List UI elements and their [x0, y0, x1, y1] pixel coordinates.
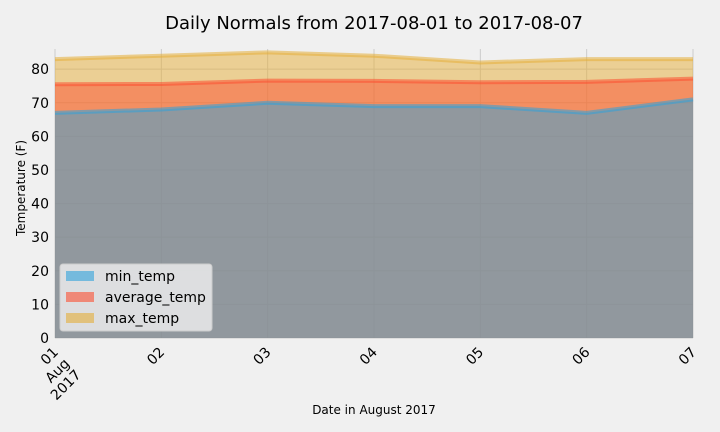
legend-label-average_temp: average_temp [105, 290, 206, 306]
y-tick-label: 0 [40, 331, 49, 347]
legend-swatch-average_temp [66, 292, 94, 302]
y-tick-label: 40 [31, 197, 49, 213]
line-min_temp [54, 97, 694, 115]
legend-swatch-min_temp [66, 271, 94, 281]
y-tick-label: 30 [31, 230, 49, 246]
y-axis-label: Temperature (F) [14, 140, 28, 237]
y-tick-label: 10 [31, 297, 49, 313]
chart-title: Daily Normals from 2017-08-01 to 2017-08… [165, 13, 583, 34]
y-tick-label: 80 [31, 62, 49, 78]
y-tick-label: 20 [31, 264, 49, 280]
legend-label-min_temp: min_temp [105, 269, 175, 285]
x-axis-label: Date in August 2017 [312, 403, 436, 417]
area-series [55, 52, 693, 339]
legend: min_temp average_temp max_temp [59, 263, 213, 332]
line-average_temp [54, 76, 694, 87]
y-axis-ticks: 0 10 20 30 40 50 60 70 80 [31, 62, 49, 347]
legend-label-max_temp: max_temp [105, 311, 179, 327]
y-tick-label: 50 [31, 163, 49, 179]
y-tick-label: 60 [31, 129, 49, 145]
legend-box [59, 263, 213, 332]
legend-swatch-max_temp [66, 313, 94, 323]
area-min_temp [55, 99, 693, 338]
y-tick-label: 70 [31, 96, 49, 112]
line-max_temp [54, 50, 693, 65]
series-lines [54, 50, 694, 115]
